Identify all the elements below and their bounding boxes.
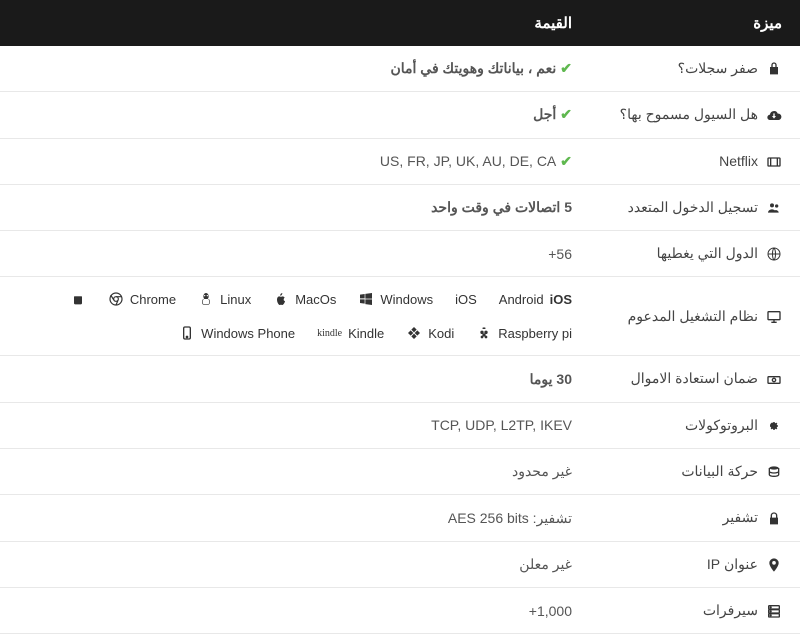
check-icon: ✔ bbox=[560, 60, 572, 76]
os-ios: iOS bbox=[455, 292, 477, 307]
table-row: الدول التي يغطيها 56+ bbox=[0, 231, 800, 277]
row-label: عنوان IP bbox=[707, 556, 758, 572]
phone-icon bbox=[179, 325, 195, 341]
row-value: 56+ bbox=[548, 246, 572, 262]
os-windows-phone: Windows Phone bbox=[179, 325, 295, 341]
row-label: البروتوكولات bbox=[685, 417, 758, 433]
row-value: TCP, UDP, L2TP, IKEV bbox=[431, 417, 572, 433]
row-value: 5 اتصالات في وقت واحد bbox=[431, 199, 572, 215]
row-value: نعم ، بياناتك وهويتك في أمان bbox=[390, 60, 556, 76]
table-row: ضمان استعادة الاموال 30 يوما bbox=[0, 356, 800, 402]
table-row: سيرفرات 1,000+ bbox=[0, 587, 800, 633]
header-feature: ميزة bbox=[590, 0, 800, 46]
os-raspberry: Raspberry pi bbox=[476, 325, 572, 341]
feature-table: ميزة القيمة صفر سجلات؟ ✔نعم ، بياناتك وه… bbox=[0, 0, 800, 634]
table-row: حركة البيانات غير محدود bbox=[0, 449, 800, 495]
table-row: نظام التشغيل المدعوم Chrome Linux MacOs … bbox=[0, 277, 800, 356]
row-label: الدول التي يغطيها bbox=[657, 245, 758, 261]
users-icon bbox=[766, 200, 782, 216]
gear-icon bbox=[766, 418, 782, 434]
row-label: سيرفرات bbox=[703, 602, 758, 618]
row-value: 1,000+ bbox=[529, 603, 572, 619]
table-row: صفر سجلات؟ ✔نعم ، بياناتك وهويتك في أمان bbox=[0, 46, 800, 92]
linux-icon bbox=[198, 291, 214, 307]
row-value: US, FR, JP, UK, AU, DE, CA bbox=[380, 153, 556, 169]
row-value: تشفير: AES 256 bits bbox=[448, 510, 572, 526]
os-kindle: kindleKindle bbox=[317, 326, 384, 341]
raspberry-icon bbox=[476, 325, 492, 341]
os-chrome: Chrome bbox=[108, 291, 176, 307]
table-row: البروتوكولات TCP, UDP, L2TP, IKEV bbox=[0, 402, 800, 448]
globe-icon bbox=[766, 246, 782, 262]
row-label: نظام التشغيل المدعوم bbox=[628, 308, 758, 324]
row-label: ضمان استعادة الاموال bbox=[631, 370, 758, 386]
row-value: غير معلن bbox=[519, 556, 572, 572]
row-label: هل السيول مسموح بها؟ bbox=[620, 106, 758, 122]
apple-icon bbox=[273, 291, 289, 307]
os-windows: Windows bbox=[358, 291, 433, 307]
table-header: ميزة القيمة bbox=[0, 0, 800, 46]
os-linux: Linux bbox=[198, 291, 251, 307]
location-icon bbox=[766, 557, 782, 573]
kodi-icon bbox=[406, 325, 422, 341]
row-value: غير محدود bbox=[512, 463, 572, 479]
row-value: أجل bbox=[533, 106, 556, 122]
header-value: القيمة bbox=[0, 0, 590, 46]
row-value: 30 يوما bbox=[530, 371, 572, 387]
windows-icon bbox=[358, 291, 374, 307]
table-row: تشفير تشفير: AES 256 bits bbox=[0, 495, 800, 541]
check-icon: ✔ bbox=[560, 106, 572, 122]
database-icon bbox=[766, 464, 782, 480]
android-icon bbox=[70, 291, 86, 307]
table-row: هل السيول مسموح بها؟ ✔أجل bbox=[0, 92, 800, 138]
os-kodi: Kodi bbox=[406, 325, 454, 341]
row-label: صفر سجلات؟ bbox=[678, 60, 758, 76]
row-label: حركة البيانات bbox=[681, 463, 758, 479]
check-icon: ✔ bbox=[560, 153, 572, 169]
os-android-ios: AndroidiOS bbox=[499, 292, 572, 307]
row-label: تشفير bbox=[723, 509, 758, 525]
lock-icon bbox=[766, 61, 782, 77]
table-row: عنوان IP غير معلن bbox=[0, 541, 800, 587]
row-label: تسجيل الدخول المتعدد bbox=[628, 199, 758, 215]
os-list: Chrome Linux MacOs Windows iOS AndroidiO… bbox=[18, 291, 572, 341]
table-row: Netflix ✔US, FR, JP, UK, AU, DE, CA bbox=[0, 138, 800, 184]
server-icon bbox=[766, 603, 782, 619]
cloud-download-icon bbox=[766, 108, 782, 124]
row-label: Netflix bbox=[719, 153, 758, 169]
os-android bbox=[70, 291, 86, 307]
padlock-icon bbox=[766, 511, 782, 527]
monitor-icon bbox=[766, 309, 782, 325]
os-macos: MacOs bbox=[273, 291, 336, 307]
table-row: تسجيل الدخول المتعدد 5 اتصالات في وقت وا… bbox=[0, 184, 800, 230]
video-icon bbox=[766, 154, 782, 170]
chrome-icon bbox=[108, 291, 124, 307]
money-icon bbox=[766, 372, 782, 388]
